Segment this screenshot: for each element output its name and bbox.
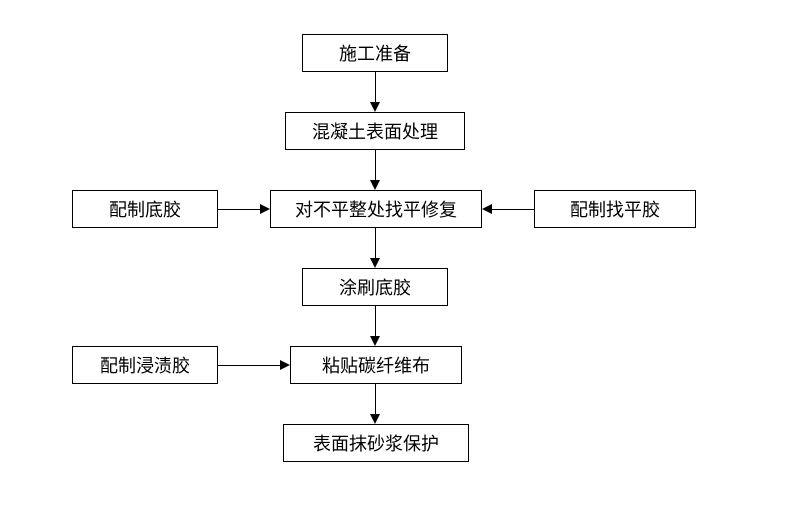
edge-line xyxy=(375,228,376,258)
arrow-left-icon xyxy=(482,204,492,214)
node-label: 对不平整处找平修复 xyxy=(295,196,457,222)
node-preparation: 施工准备 xyxy=(302,34,448,72)
edge-line xyxy=(492,209,534,210)
flowchart-container: 施工准备 混凝土表面处理 对不平整处找平修复 涂刷底胶 粘贴碳纤维布 表面抹砂浆… xyxy=(0,0,800,530)
arrow-down-icon xyxy=(370,414,380,424)
edge-line xyxy=(375,72,376,102)
node-leveling-repair: 对不平整处找平修复 xyxy=(270,190,482,228)
node-carbon-fiber: 粘贴碳纤维布 xyxy=(290,346,462,384)
arrow-down-icon xyxy=(370,336,380,346)
node-mortar-protection: 表面抹砂浆保护 xyxy=(283,424,469,462)
node-label: 粘贴碳纤维布 xyxy=(322,352,430,378)
node-surface-treatment: 混凝土表面处理 xyxy=(285,112,465,150)
node-primer-coating: 涂刷底胶 xyxy=(302,268,448,306)
arrow-down-icon xyxy=(370,180,380,190)
node-label: 配制浸渍胶 xyxy=(100,352,190,378)
node-label: 表面抹砂浆保护 xyxy=(313,430,439,456)
arrow-right-icon xyxy=(260,204,270,214)
edge-line xyxy=(375,384,376,414)
arrow-down-icon xyxy=(370,258,380,268)
arrow-down-icon xyxy=(370,102,380,112)
edge-line xyxy=(375,306,376,336)
node-primer-prep: 配制底胶 xyxy=(72,190,218,228)
arrow-right-icon xyxy=(280,360,290,370)
edge-line xyxy=(375,150,376,180)
node-impregnation-glue-prep: 配制浸渍胶 xyxy=(72,346,218,384)
node-leveling-glue-prep: 配制找平胶 xyxy=(534,190,696,228)
node-label: 涂刷底胶 xyxy=(339,274,411,300)
node-label: 配制找平胶 xyxy=(570,196,660,222)
node-label: 施工准备 xyxy=(339,40,411,66)
edge-line xyxy=(218,209,260,210)
node-label: 混凝土表面处理 xyxy=(312,118,438,144)
edge-line xyxy=(218,365,280,366)
node-label: 配制底胶 xyxy=(109,196,181,222)
